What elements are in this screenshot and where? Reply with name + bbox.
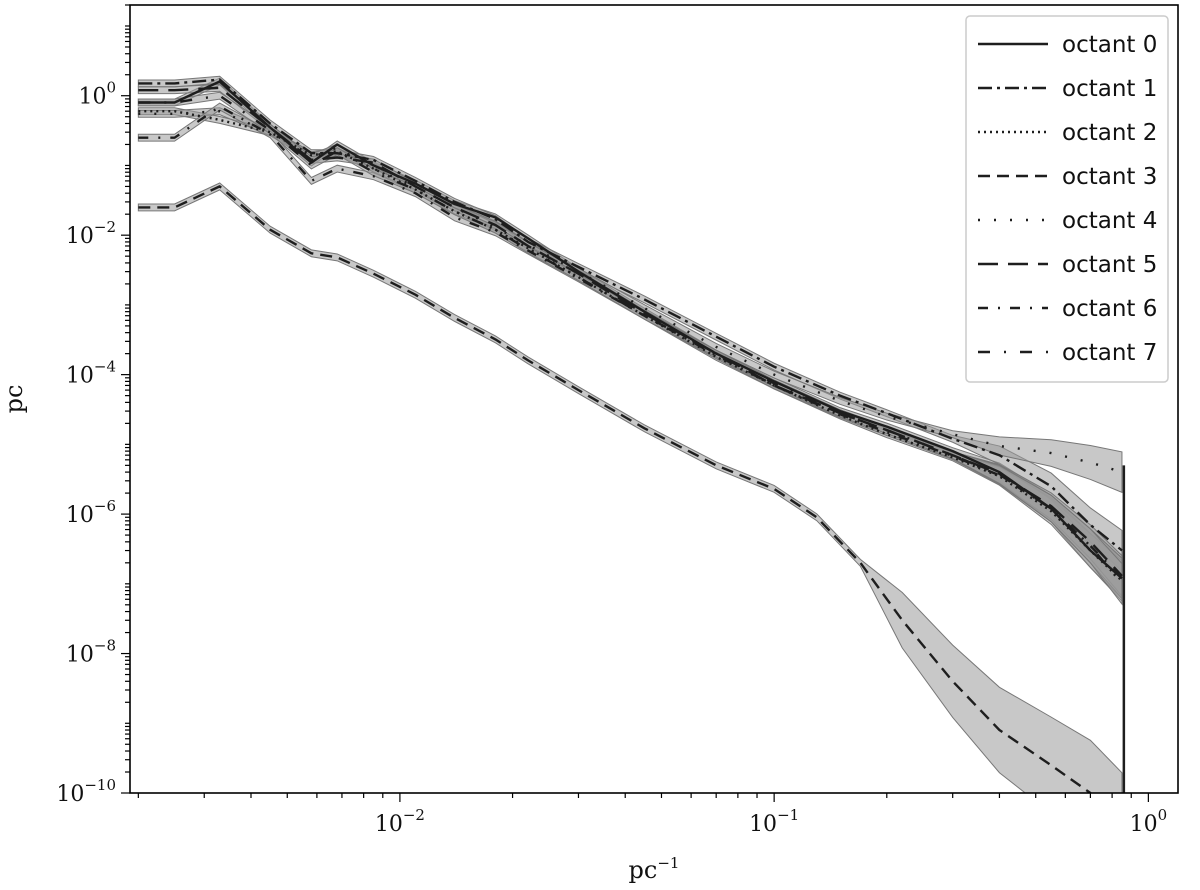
legend-label-octant-2: octant 2 xyxy=(1062,120,1157,146)
series-line-octant-5 xyxy=(138,86,1123,577)
x-tick-label: 10−2 xyxy=(375,806,425,837)
legend: octant 0 octant 1 octant 2 octant 3 octant 4… xyxy=(965,15,1169,383)
legend-label-octant-0: octant 0 xyxy=(1062,32,1157,58)
plot-frame xyxy=(129,4,1179,794)
x-axis-ticks: 10−2 10−1 100 xyxy=(137,793,1168,837)
band-octant-3 xyxy=(137,182,1123,793)
series-line-octant-1 xyxy=(138,78,1123,552)
y-axis-label: pc xyxy=(0,385,28,414)
x-tick-label: 10−1 xyxy=(749,806,799,837)
legend-label-octant-7: octant 7 xyxy=(1062,340,1157,366)
series-lines xyxy=(138,78,1126,793)
legend-label-octant-4: octant 4 xyxy=(1062,208,1157,234)
legend-label-octant-3: octant 3 xyxy=(1062,164,1157,190)
y-tick-label: 10−10 xyxy=(56,776,116,807)
series-line-octant-3 xyxy=(138,185,1092,793)
series-line-octant-7 xyxy=(138,94,1123,585)
series-line-octant-4 xyxy=(138,110,1123,474)
y-axis-ticks: 100 10−2 10−4 10−6 10−8 10−10 xyxy=(56,4,130,807)
y-tick-label: 10−2 xyxy=(66,218,116,249)
y-tick-label: 100 xyxy=(78,79,116,110)
legend-box xyxy=(965,15,1169,383)
legend-label-octant-6: octant 6 xyxy=(1062,296,1157,322)
y-tick-label: 10−4 xyxy=(66,358,116,389)
y-tick-label: 10−6 xyxy=(66,497,116,528)
y-tick-label: 10−8 xyxy=(66,637,116,668)
x-axis-label: pc−1 xyxy=(629,854,680,884)
x-tick-label: 100 xyxy=(1130,806,1168,837)
legend-label-octant-1: octant 1 xyxy=(1062,76,1157,102)
legend-label-octant-5: octant 5 xyxy=(1062,252,1157,278)
